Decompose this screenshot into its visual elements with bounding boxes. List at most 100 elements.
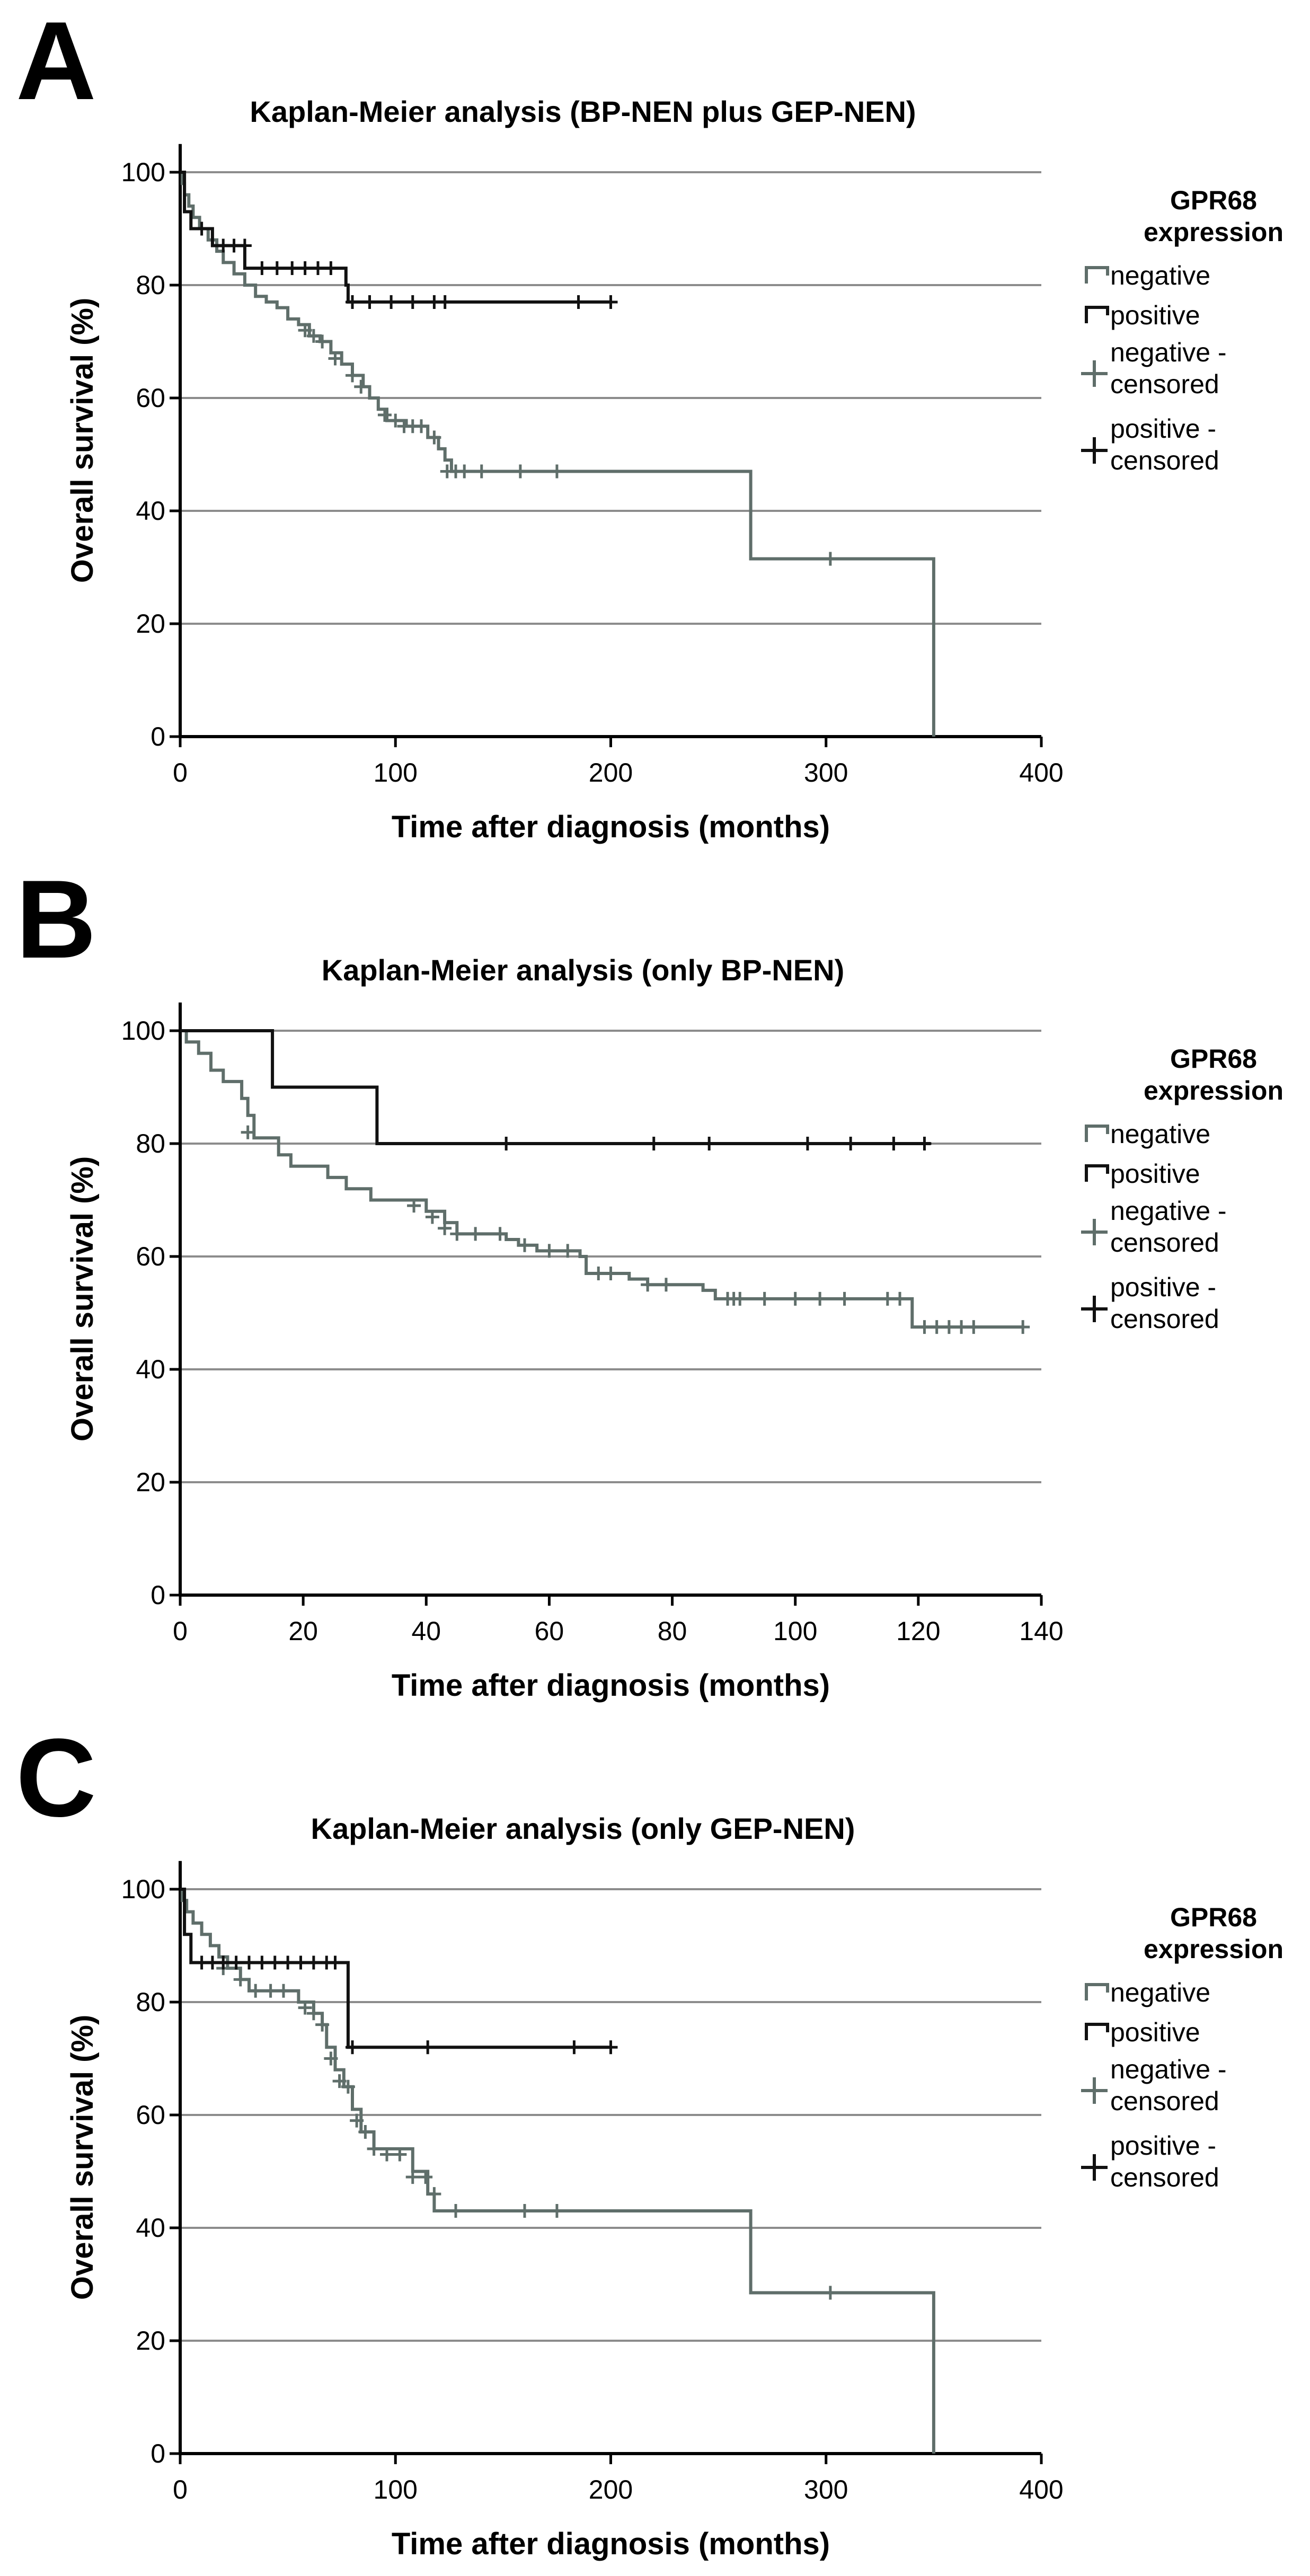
positive-censored-mark <box>702 1137 716 1150</box>
panel-b: B Kaplan-Meier analysis (only BP-NEN) 0 20… <box>0 858 1310 1717</box>
positive-censored-mark <box>438 295 452 309</box>
legend-positive-label: positive <box>1110 2017 1200 2047</box>
panel-letter: B <box>16 857 96 981</box>
negative-censored-mark <box>930 1320 944 1334</box>
y-tick-label: 40 <box>136 2213 165 2243</box>
positive-censored-mark <box>194 222 209 236</box>
positive-censored-mark <box>255 261 269 276</box>
positive-censored-mark <box>242 1955 256 1970</box>
legend-positive-swatch <box>1085 306 1109 323</box>
positive-censored-mark <box>421 2040 435 2055</box>
negative-censored-mark <box>332 2074 347 2088</box>
x-tick-label: 0 <box>173 1616 188 1646</box>
positive-censored-mark <box>281 1955 295 1970</box>
negative-censored-mark <box>788 1291 802 1306</box>
negative-censored-mark <box>733 1291 747 1306</box>
negative-censored-mark <box>468 1227 483 1241</box>
positive-censored-mark <box>306 1955 321 1970</box>
y-axis-label: Overall survival (%) <box>65 2015 100 2300</box>
x-tick-label: 0 <box>173 2475 188 2504</box>
positive-censored-mark <box>229 1955 243 1970</box>
legend-positive-censored-label: positive - <box>1110 2131 1216 2161</box>
legend-positive-label: positive <box>1110 1159 1200 1189</box>
negative-censored-mark <box>823 2286 837 2300</box>
legend-negative-label: negative <box>1110 261 1210 290</box>
negative-censored-mark <box>438 1221 452 1235</box>
negative-censored-mark <box>346 368 359 383</box>
legend-positive-label: positive <box>1110 300 1200 330</box>
legend-positive-censored-label: censored <box>1110 1304 1219 1334</box>
legend-negative-censored-label: negative - <box>1110 338 1227 367</box>
positive-censored-mark <box>298 261 312 276</box>
positive-censored-mark <box>216 1955 231 1970</box>
negative-censored-mark <box>427 2187 441 2201</box>
negative-censored-mark <box>942 1320 956 1334</box>
negative-censored-mark <box>757 1291 772 1306</box>
positive-censored-mark <box>571 295 586 309</box>
positive-censored-mark <box>346 295 359 309</box>
legend-positive-censored-label: positive - <box>1110 414 1216 444</box>
negative-censored-mark <box>315 2017 330 2032</box>
negative-censored-mark <box>659 1278 673 1292</box>
negative-censored-mark <box>550 464 564 479</box>
legend-negative-censored-label: negative - <box>1110 2055 1227 2084</box>
negative-censored-mark <box>380 2147 394 2162</box>
y-tick-label: 60 <box>136 383 165 413</box>
positive-censored-mark <box>647 1137 661 1150</box>
chart-title: Kaplan-Meier analysis (BP-NEN plus GEP-N… <box>250 95 916 128</box>
legend-negative-swatch <box>1085 1125 1109 1142</box>
y-tick-label: 100 <box>121 157 165 187</box>
positive-survival-line <box>180 1029 931 1145</box>
legend-positive-censored-label: censored <box>1110 446 1219 475</box>
legend-negative-censored-swatch <box>1081 1219 1108 1245</box>
legend-negative-censored-swatch <box>1081 360 1108 387</box>
legend-negative-swatch <box>1085 1983 1109 2000</box>
positive-censored-mark <box>917 1137 932 1150</box>
legend-negative-censored-label: censored <box>1110 2086 1219 2116</box>
legend-negative-label: negative <box>1110 1119 1210 1149</box>
y-tick-label: 80 <box>136 1129 165 1158</box>
positive-censored-mark <box>384 295 399 309</box>
negative-survival-line <box>180 1888 935 2454</box>
negative-censored-mark <box>449 2204 463 2218</box>
legend-positive-swatch <box>1085 2023 1109 2040</box>
km-chart-b: Kaplan-Meier analysis (only BP-NEN) 0 20 40… <box>65 953 1284 1703</box>
negative-survival-line <box>180 171 935 737</box>
negative-censored-mark <box>550 2204 564 2218</box>
x-tick-label: 0 <box>173 758 188 787</box>
negative-censored-mark <box>263 1984 278 1998</box>
y-tick-label: 0 <box>151 722 165 751</box>
y-tick-label: 0 <box>151 2439 165 2468</box>
negative-censored-mark <box>591 1266 606 1280</box>
y-tick-label: 100 <box>121 1874 165 1904</box>
y-tick-label: 20 <box>136 1467 165 1497</box>
x-tick-label: 100 <box>374 2475 418 2504</box>
negative-censored-mark <box>457 464 472 479</box>
legend-positive-censored-swatch <box>1081 2154 1108 2181</box>
legend-positive-censored-label: positive - <box>1110 1272 1216 1302</box>
panel-c: C Kaplan-Meier analysis (only GEP-NEN) 0 2… <box>0 1717 1310 2575</box>
y-tick-label: 20 <box>136 2326 165 2356</box>
negative-censored-mark <box>407 1199 421 1213</box>
x-tick-label: 200 <box>589 758 633 787</box>
x-tick-label: 200 <box>589 2475 633 2504</box>
positive-censored-mark <box>567 2040 581 2055</box>
negative-censored-mark <box>298 323 312 338</box>
chart-title: Kaplan-Meier analysis (only BP-NEN) <box>322 953 844 987</box>
positive-censored-mark <box>324 261 338 276</box>
panel-a: A Kaplan-Meier analysis (BP-NEN plus GEP… <box>0 0 1310 858</box>
negative-censored-mark <box>405 2170 420 2184</box>
negative-censored-mark <box>388 413 403 428</box>
negative-censored-mark <box>837 1291 852 1306</box>
y-axis-label: Overall survival (%) <box>65 1156 100 1441</box>
negative-censored-mark <box>917 1320 932 1334</box>
negative-censored-mark <box>324 2051 338 2066</box>
legend-title: GPR68 <box>1170 1902 1257 1932</box>
negative-censored-mark <box>450 1227 464 1241</box>
km-chart-a: Kaplan-Meier analysis (BP-NEN plus GEP-N… <box>65 95 1284 844</box>
chart-title: Kaplan-Meier analysis (only GEP-NEN) <box>311 1812 855 1845</box>
negative-censored-mark <box>954 1320 969 1334</box>
positive-survival-line <box>180 1888 611 2049</box>
negative-survival-line <box>180 1029 1023 1329</box>
y-tick-label: 80 <box>136 1987 165 2017</box>
